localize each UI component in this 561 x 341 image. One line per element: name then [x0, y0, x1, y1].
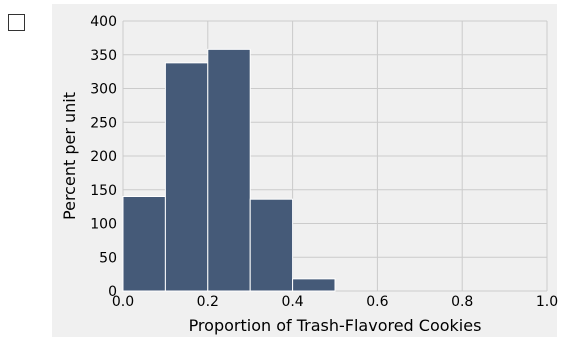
- histogram-bar: [292, 278, 336, 292]
- histogram-bars: [122, 48, 336, 292]
- x-tick-label: 0.0: [112, 294, 134, 310]
- y-tick-label: 150: [90, 183, 117, 199]
- checkbox-icon[interactable]: [8, 14, 25, 31]
- y-tick-label: 50: [99, 250, 117, 266]
- y-tick-labels: 0 50 100 150 200 250 300 350 400: [90, 14, 117, 300]
- x-tick-label: 0.6: [366, 294, 388, 310]
- y-tick-label: 0: [108, 284, 117, 300]
- y-tick-label: 250: [90, 115, 117, 131]
- histogram-bar: [249, 198, 294, 292]
- x-tick-label: 0.8: [451, 294, 473, 310]
- x-tick-label: 0.4: [281, 294, 303, 310]
- histogram-bar: [207, 48, 251, 292]
- y-tick-label: 300: [90, 82, 117, 98]
- x-tick-label: 0.2: [197, 294, 219, 310]
- histogram-bar: [122, 196, 166, 292]
- y-tick-label: 400: [90, 14, 117, 30]
- y-axis-label: Percent per unit: [60, 92, 79, 220]
- y-tick-label: 200: [90, 149, 117, 165]
- y-tick-label: 350: [90, 48, 117, 64]
- x-tick-label: 1.0: [536, 294, 558, 310]
- y-tick-label: 100: [90, 217, 117, 233]
- x-axis-label: Proportion of Trash-Flavored Cookies: [189, 316, 482, 335]
- x-tick-labels: 0.0 0.2 0.4 0.6 0.8 1.0: [112, 294, 558, 310]
- histogram-bar: [164, 62, 209, 292]
